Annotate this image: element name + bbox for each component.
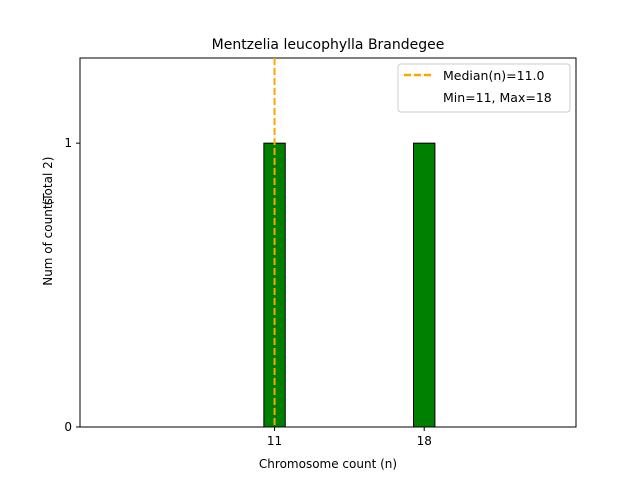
legend-median-label: Median(n)=11.0 [443, 68, 544, 83]
chart-title: Mentzelia leucophylla Brandegee [212, 37, 445, 53]
plot-area [79, 57, 577, 428]
x-axis-label: Chromosome count (n) [259, 457, 397, 471]
legend-range-label: Min=11, Max=18 [443, 90, 552, 105]
y-tick-label: 1 [64, 136, 72, 150]
y-axis-ticks: 01 [64, 136, 80, 434]
x-tick-label: 11 [267, 434, 282, 448]
y-axis-total-label: (Total 2) [41, 157, 55, 206]
bars-layer [263, 142, 436, 428]
legend-box [397, 63, 571, 113]
y-tick-label: 0 [64, 420, 72, 434]
x-tick-label: 18 [417, 434, 432, 448]
bar-18 [413, 142, 436, 428]
legend: Median(n)=11.0 Min=11, Max=18 [397, 63, 571, 113]
y-axis-label: Num of counts [41, 198, 55, 286]
x-axis-ticks: 11 18 [267, 427, 432, 448]
